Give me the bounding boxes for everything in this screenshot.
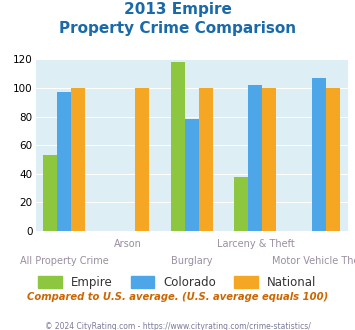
Bar — [171, 62, 185, 231]
Bar — [199, 88, 213, 231]
Bar — [248, 85, 262, 231]
Bar — [185, 119, 199, 231]
Text: Larceny & Theft: Larceny & Theft — [217, 239, 294, 249]
Bar — [135, 88, 149, 231]
Text: 2013 Empire: 2013 Empire — [124, 2, 231, 16]
Bar — [71, 88, 85, 231]
Text: Arson: Arson — [114, 239, 142, 249]
Text: Burglary: Burglary — [171, 256, 212, 266]
Bar — [262, 88, 277, 231]
Bar — [57, 92, 71, 231]
Bar — [43, 155, 57, 231]
Text: Compared to U.S. average. (U.S. average equals 100): Compared to U.S. average. (U.S. average … — [27, 292, 328, 302]
Text: Motor Vehicle Theft: Motor Vehicle Theft — [272, 256, 355, 266]
Legend: Empire, Colorado, National: Empire, Colorado, National — [34, 272, 321, 294]
Text: Property Crime Comparison: Property Crime Comparison — [59, 21, 296, 36]
Text: © 2024 CityRating.com - https://www.cityrating.com/crime-statistics/: © 2024 CityRating.com - https://www.city… — [45, 322, 310, 330]
Bar — [234, 177, 248, 231]
Bar — [312, 78, 326, 231]
Bar — [326, 88, 340, 231]
Text: All Property Crime: All Property Crime — [20, 256, 109, 266]
